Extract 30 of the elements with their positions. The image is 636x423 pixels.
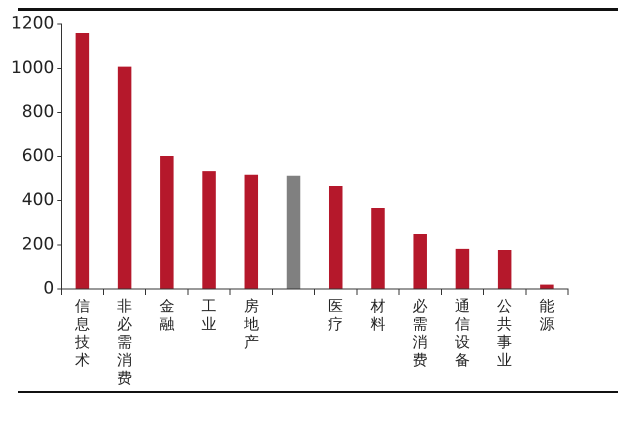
bar: [160, 156, 174, 288]
bar: [76, 33, 90, 288]
bar: [371, 208, 385, 288]
x-tick-label: 通信设备: [454, 296, 470, 369]
x-tick-label: 公共事业: [497, 296, 512, 369]
y-tick-label: 0: [43, 278, 54, 298]
bar: [456, 248, 470, 288]
bar: [244, 174, 258, 288]
x-tick-label: 材料: [369, 296, 386, 333]
x-tick-label: 房地产: [242, 296, 259, 351]
x-tick-label: 非必需消费: [117, 296, 132, 387]
bar: [413, 234, 427, 288]
y-tick-label: 1000: [11, 58, 54, 78]
bar: [118, 66, 132, 288]
bar: [202, 171, 216, 288]
x-tick-label: 能源: [539, 296, 554, 333]
bar: [540, 284, 554, 288]
x-tick-label: 金融: [159, 296, 174, 333]
y-tick-label: 400: [22, 190, 54, 210]
x-tick-label: 必需消费: [412, 296, 428, 369]
x-tick-label: 信息技术: [74, 296, 90, 369]
y-tick-label: 600: [22, 146, 54, 166]
x-tick-label: 医疗: [328, 296, 344, 333]
y-tick-label: 800: [22, 102, 54, 122]
y-tick-label: 200: [22, 234, 54, 254]
x-tick-label: 工业: [202, 296, 217, 333]
bar: [498, 250, 512, 288]
bar: [286, 176, 300, 288]
y-tick-label: 1200: [11, 14, 54, 34]
bar: [328, 186, 343, 288]
